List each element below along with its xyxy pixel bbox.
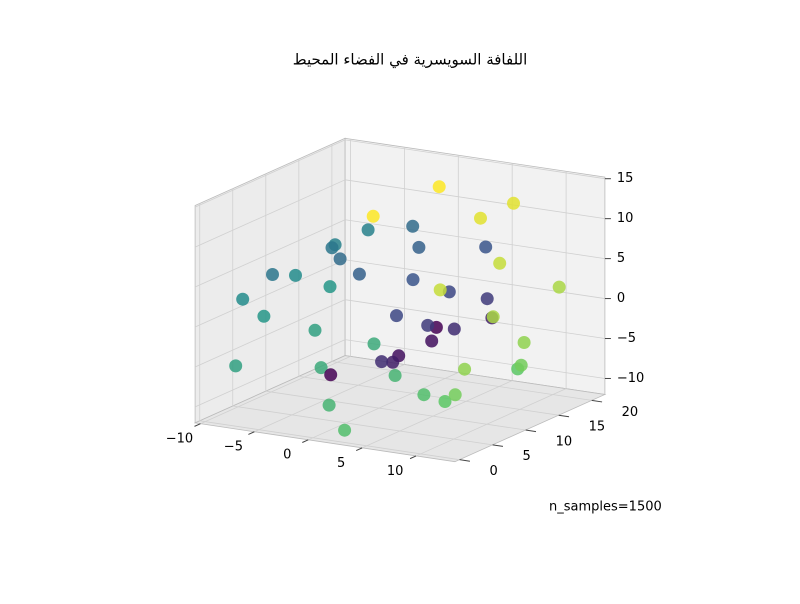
point <box>386 355 400 369</box>
point <box>352 267 366 281</box>
point <box>325 241 339 255</box>
grid-line <box>345 339 605 379</box>
point <box>229 359 243 373</box>
point <box>406 273 420 287</box>
point <box>338 423 352 437</box>
grid-line <box>345 219 605 260</box>
point <box>236 292 250 306</box>
tick-mark <box>194 423 201 427</box>
point <box>367 337 381 351</box>
grid-line <box>265 390 526 431</box>
grid-line <box>254 364 405 433</box>
x-tick-label: 0 <box>283 448 291 463</box>
grid-line <box>194 139 346 208</box>
grid-line <box>345 179 605 220</box>
grid-line <box>345 299 605 339</box>
point <box>552 280 566 294</box>
point <box>458 362 472 376</box>
point <box>448 388 462 402</box>
point <box>333 252 347 266</box>
x-tick-label: 10 <box>387 464 404 479</box>
point <box>266 268 279 281</box>
point <box>322 398 336 412</box>
point <box>447 322 461 336</box>
z-tick-label: 15 <box>617 171 634 186</box>
point <box>507 196 520 210</box>
point <box>438 395 452 408</box>
tick-mark <box>355 447 363 452</box>
point <box>366 209 380 223</box>
point <box>474 211 487 225</box>
grid-line <box>345 139 605 180</box>
grid-line <box>194 179 346 248</box>
grid-line <box>199 420 460 461</box>
annotation: n_samples=1500 <box>549 500 662 515</box>
point <box>388 369 402 382</box>
x-tick-label: 5 <box>337 456 345 471</box>
tick-mark <box>459 459 470 462</box>
tick-mark <box>591 399 603 403</box>
y-tick-label: 0 <box>490 464 498 479</box>
point <box>480 292 494 306</box>
point <box>412 240 426 254</box>
grid-line <box>308 372 459 441</box>
z-tick-label: −5 <box>617 331 636 346</box>
point <box>486 310 500 324</box>
point <box>323 280 337 294</box>
point <box>417 388 431 402</box>
grid-line <box>415 388 567 457</box>
y-tick-label: 10 <box>556 434 573 449</box>
point <box>421 318 435 332</box>
tick-mark <box>525 429 537 433</box>
grid-line <box>194 259 346 328</box>
y-tick-label: 5 <box>523 449 531 464</box>
grid-line <box>362 380 513 449</box>
point <box>517 336 531 349</box>
y-tick-label: 20 <box>622 405 639 420</box>
point <box>425 334 439 348</box>
grid-line <box>194 299 346 368</box>
x-tick-label: −5 <box>224 440 243 455</box>
chart-title: اللفافة السويسرية في الفضاء المحيط <box>293 51 528 70</box>
tick-mark <box>409 455 417 460</box>
point <box>308 323 322 337</box>
point <box>324 368 338 382</box>
point <box>432 180 446 194</box>
z-tick-label: −10 <box>617 371 644 386</box>
point <box>390 309 403 323</box>
grid-line <box>194 339 346 408</box>
tick-mark <box>248 431 255 435</box>
tick-mark <box>492 444 504 447</box>
z-tick-label: 0 <box>617 291 625 306</box>
point <box>493 256 507 270</box>
point <box>361 223 375 237</box>
grid-line <box>331 361 592 401</box>
point <box>433 283 447 297</box>
y-tick-label: 15 <box>589 420 606 435</box>
x-tick-label: −10 <box>166 432 193 447</box>
grid-line <box>232 405 493 446</box>
grid-line <box>194 219 346 288</box>
point <box>406 219 420 233</box>
point <box>289 268 302 282</box>
tick-mark <box>558 414 570 418</box>
point <box>479 240 493 254</box>
z-tick-label: 5 <box>617 251 625 266</box>
z-tick-label: 10 <box>617 211 634 226</box>
tick-mark <box>302 439 309 443</box>
point <box>514 358 528 372</box>
point <box>375 355 389 369</box>
point <box>314 361 328 375</box>
point <box>257 309 271 323</box>
